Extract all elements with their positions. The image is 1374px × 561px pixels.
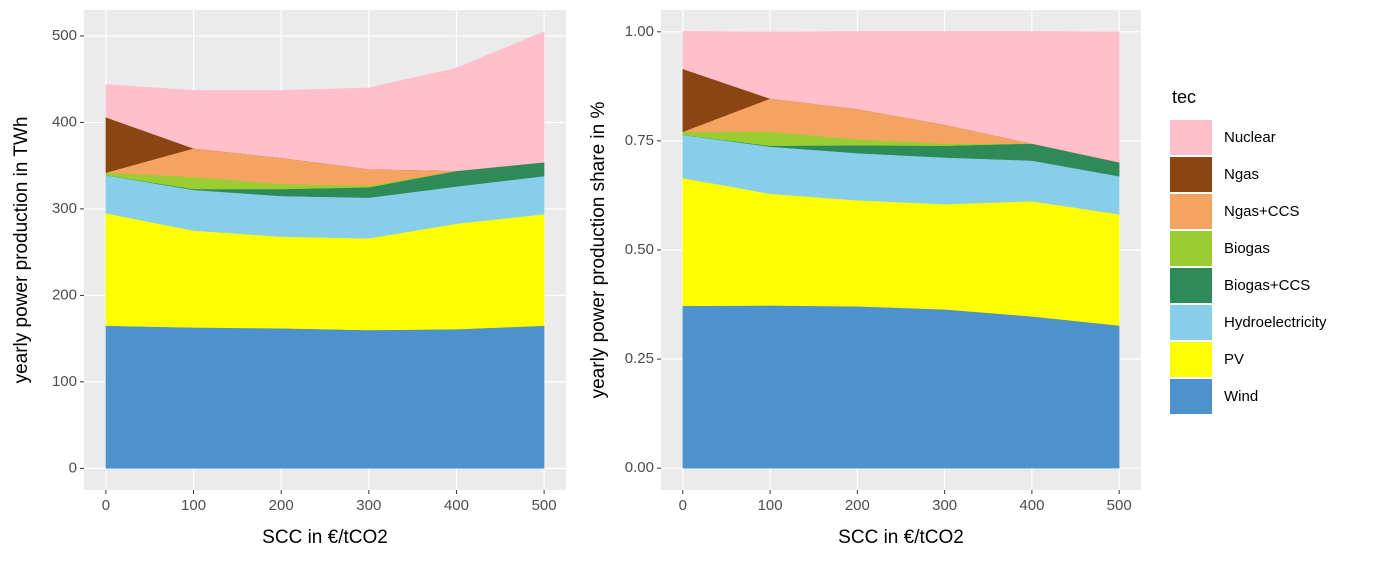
x-tick-label: 200 bbox=[269, 497, 294, 514]
y-tick-label: 0.00 bbox=[625, 459, 654, 476]
x-tick-label: 100 bbox=[181, 497, 206, 514]
legend-swatch bbox=[1170, 231, 1212, 266]
x-tick-label: 100 bbox=[758, 497, 783, 514]
y-tick-label: 300 bbox=[52, 200, 77, 217]
area bbox=[682, 305, 1120, 469]
legend-swatch bbox=[1170, 379, 1212, 414]
y-tick-label: 100 bbox=[52, 373, 77, 390]
legend-label: PV bbox=[1224, 351, 1244, 368]
x-tick-label: 200 bbox=[845, 497, 870, 514]
legend-title: tec bbox=[1172, 87, 1196, 107]
legend-label: Biogas+CCS bbox=[1224, 277, 1310, 294]
y-tick-label: 1.00 bbox=[625, 23, 654, 40]
y-tick-label: 0.50 bbox=[625, 241, 654, 258]
y-tick-label: 200 bbox=[52, 286, 77, 303]
legend-label: Biogas bbox=[1224, 240, 1270, 257]
y-axis-label: yearly power production share in % bbox=[588, 102, 609, 399]
y-tick-label: 400 bbox=[52, 113, 77, 130]
legend-label: Ngas+CCS bbox=[1224, 203, 1299, 220]
x-tick-label: 300 bbox=[356, 497, 381, 514]
legend-label: Nuclear bbox=[1224, 129, 1276, 146]
x-axis-label: SCC in €/tCO2 bbox=[262, 527, 388, 548]
legend-swatch bbox=[1170, 157, 1212, 192]
y-axis-label: yearly power production in TWh bbox=[11, 117, 32, 384]
area bbox=[682, 31, 1120, 163]
legend-swatch bbox=[1170, 342, 1212, 377]
x-tick-label: 500 bbox=[1107, 497, 1132, 514]
y-tick-label: 500 bbox=[52, 27, 77, 44]
legend-label: Ngas bbox=[1224, 166, 1259, 183]
area bbox=[105, 325, 545, 469]
legend-swatch bbox=[1170, 305, 1212, 340]
y-tick-label: 0 bbox=[69, 459, 77, 476]
legend-swatch bbox=[1170, 194, 1212, 229]
legend-swatch bbox=[1170, 120, 1212, 155]
area bbox=[105, 31, 545, 172]
x-tick-label: 400 bbox=[1019, 497, 1044, 514]
y-tick-label: 0.75 bbox=[625, 132, 654, 149]
x-tick-label: 500 bbox=[532, 497, 557, 514]
x-tick-label: 0 bbox=[102, 497, 110, 514]
x-axis-label: SCC in €/tCO2 bbox=[838, 527, 964, 548]
x-tick-label: 0 bbox=[679, 497, 687, 514]
x-tick-label: 400 bbox=[444, 497, 469, 514]
legend-swatch bbox=[1170, 268, 1212, 303]
x-tick-label: 300 bbox=[932, 497, 957, 514]
legend-label: Hydroelectricity bbox=[1224, 314, 1327, 331]
legend-label: Wind bbox=[1224, 388, 1258, 405]
y-tick-label: 0.25 bbox=[625, 350, 654, 367]
